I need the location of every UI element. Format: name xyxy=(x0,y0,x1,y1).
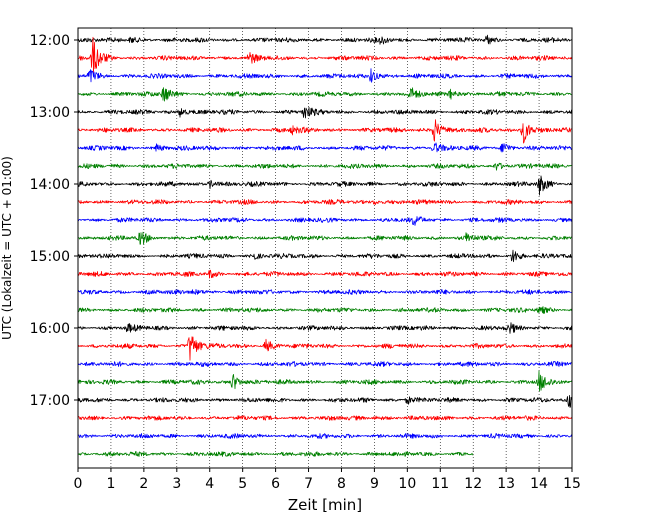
trace-line xyxy=(77,68,573,83)
trace-line xyxy=(77,289,573,295)
y-tick-label: 15:00 xyxy=(30,249,70,265)
trace-line xyxy=(77,269,573,279)
trace-line xyxy=(77,36,573,76)
x-axis: 0 1 2 3 4 5 6 7 8 9 10 11 12 13 14 15 xyxy=(74,468,581,492)
x-tick-label: 3 xyxy=(172,476,181,492)
trace-line xyxy=(77,119,573,144)
plot-area xyxy=(78,28,572,468)
y-tick-label: 14:00 xyxy=(30,177,70,193)
x-tick-label: 8 xyxy=(337,476,346,492)
trace-line xyxy=(77,142,573,153)
x-tick-label: 4 xyxy=(205,476,214,492)
trace-group xyxy=(77,34,573,457)
x-axis-label: Zeit [min] xyxy=(288,496,362,514)
x-tick-label: 0 xyxy=(74,476,83,492)
trace-line xyxy=(77,175,573,196)
trace-line xyxy=(77,106,573,119)
y-axis-label: UTC (Lokalzeit = UTC + 01:00) xyxy=(0,156,14,340)
trace-line xyxy=(77,415,573,421)
trace-line xyxy=(77,394,573,408)
y-tick-label: 17:00 xyxy=(30,393,70,409)
x-tick-label: 2 xyxy=(139,476,148,492)
trace-line xyxy=(77,249,573,263)
y-tick-label: 16:00 xyxy=(30,321,70,337)
x-tick-label: 13 xyxy=(497,476,515,492)
x-tick-label: 14 xyxy=(530,476,548,492)
trace-line xyxy=(77,34,573,45)
trace-line xyxy=(77,450,474,457)
x-tick-label: 11 xyxy=(431,476,449,492)
x-tick-label: 10 xyxy=(398,476,416,492)
grid-lines xyxy=(110,28,540,468)
trace-line xyxy=(77,336,573,361)
y-tick-label: 13:00 xyxy=(30,105,70,121)
x-tick-label: 1 xyxy=(106,476,115,492)
trace-line xyxy=(77,322,573,334)
y-axis: 12:00 13:00 14:00 15:00 16:00 17:00 xyxy=(30,33,78,409)
plot-frame xyxy=(77,27,573,469)
x-tick-label: 12 xyxy=(464,476,482,492)
trace-line xyxy=(77,199,573,206)
x-tick-label: 9 xyxy=(370,476,379,492)
y-tick-label: 12:00 xyxy=(30,33,70,49)
x-tick-label: 5 xyxy=(238,476,247,492)
trace-line xyxy=(77,306,573,314)
x-tick-label: 15 xyxy=(563,476,581,492)
trace-line xyxy=(77,360,573,368)
x-tick-label: 6 xyxy=(271,476,280,492)
trace-line xyxy=(77,162,573,171)
trace-line xyxy=(77,216,573,226)
trace-line xyxy=(77,433,573,439)
trace-line xyxy=(77,370,573,392)
trace-line xyxy=(77,231,573,245)
trace-line xyxy=(77,87,573,102)
x-tick-label: 7 xyxy=(304,476,313,492)
